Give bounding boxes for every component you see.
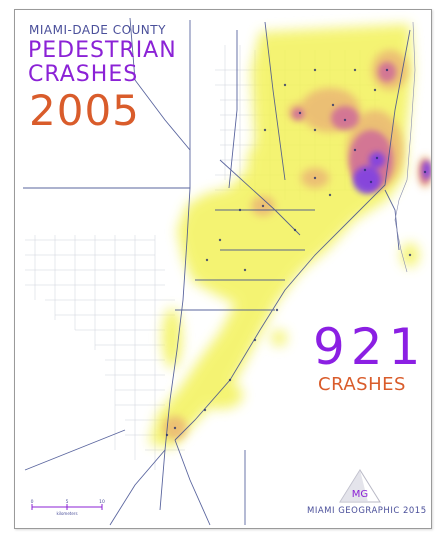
title-year: 2005 — [29, 86, 140, 135]
title-pedestrian: PEDESTRIAN — [28, 38, 177, 63]
major-roads — [23, 17, 411, 526]
crash-density-map — [23, 17, 431, 526]
scale-tick-5: 5 — [66, 499, 69, 505]
coastline — [394, 21, 416, 273]
scale-tick-10: 10 — [99, 499, 105, 505]
credit-line: MIAMI GEOGRAPHIC 2015 — [307, 506, 427, 516]
crash-points — [165, 68, 427, 437]
scale-unit: kilometers — [56, 511, 77, 516]
crash-count: 921 — [313, 318, 427, 376]
scale-bar: 0 5 10 kilometers — [31, 499, 105, 516]
county-title: MIAMI-DADE COUNTY — [29, 23, 166, 37]
logo-text: MG — [352, 489, 368, 500]
crash-count-label: CRASHES — [318, 374, 406, 395]
heat-peak-layer — [353, 152, 431, 194]
miami-geographic-logo: MG — [339, 469, 381, 503]
title-crashes: CRASHES — [28, 62, 139, 87]
scale-tick-0: 0 — [31, 499, 34, 505]
map-frame: MIAMI-DADE COUNTY PEDESTRIAN CRASHES 200… — [14, 9, 432, 529]
